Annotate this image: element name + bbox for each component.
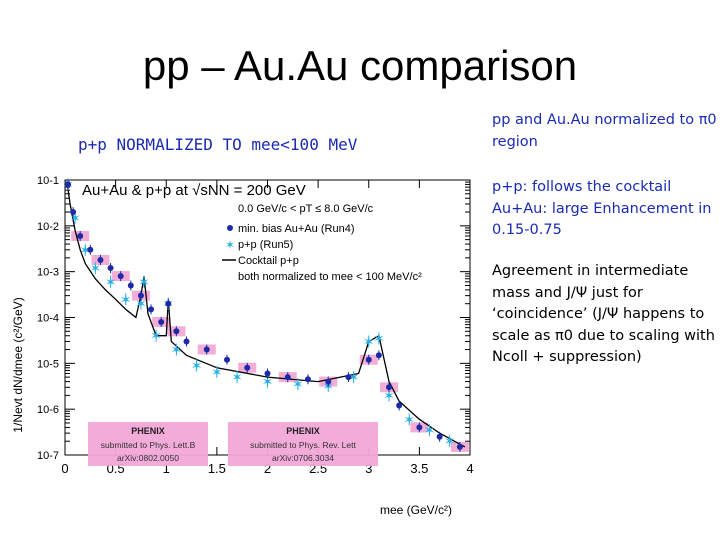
- x-axis-label: mee (GeV/c²): [380, 503, 452, 517]
- auau-data-point: [456, 443, 463, 450]
- y-tick-label: 10-5: [37, 358, 59, 370]
- auau-data-point: [70, 209, 77, 216]
- auau-data-point: [65, 181, 72, 188]
- pp-data-point: ✶: [138, 275, 150, 291]
- auau-data-point: [148, 306, 155, 313]
- auau-data-point: [165, 300, 172, 307]
- y-tick-label: 10-7: [37, 450, 59, 462]
- pp-data-point: ✶: [105, 275, 117, 291]
- legend-marker-auau: [227, 225, 233, 231]
- note-pp-cocktail: p+p: follows the cocktail Au+Au: large E…: [492, 179, 712, 238]
- legend-marker-pp: ✶: [225, 238, 235, 252]
- pp-data-point: ✶: [69, 211, 81, 227]
- x-tick-label: 0: [61, 461, 68, 476]
- x-tick-label: 1: [163, 461, 170, 476]
- y-tick-label: 10-2: [37, 221, 59, 233]
- auau-data-point: [183, 338, 190, 345]
- arxiv-id: arXiv:0802.0050: [117, 453, 179, 463]
- note-intermediate-mass: Agreement in intermediate mass and J/Ψ j…: [492, 263, 715, 365]
- x-tick-label: 1.5: [208, 461, 226, 476]
- pp-data-point: ✶: [171, 343, 183, 359]
- auau-data-point: [386, 384, 392, 391]
- legend-entry-label: p+p (Run5): [238, 239, 293, 251]
- auau-data-point: [244, 364, 251, 371]
- phenix-logo: PHENIX: [286, 426, 320, 436]
- legend-entry-label: min. bias Au+Au (Run4): [238, 223, 354, 235]
- chart-title: Au+Au & p+p at √sNN = 200 GeV: [82, 182, 306, 199]
- pp-data-point: ✶: [79, 243, 91, 259]
- pp-data-point: ✶: [150, 329, 162, 345]
- y-tick-label: 10-6: [37, 404, 59, 416]
- legend-normalization: both normalized to mee < 100 MeV/c²: [238, 271, 422, 283]
- legend-entry-label: Cocktail p+p: [238, 255, 299, 267]
- auau-data-point: [284, 374, 291, 381]
- pp-data-point: ✶: [211, 365, 223, 381]
- phenix-logo: PHENIX: [131, 426, 165, 436]
- pp-data-point: ✶: [231, 370, 243, 386]
- auau-data-point: [264, 370, 271, 377]
- note-normalization: pp and Au.Au normalized to π0 region: [492, 112, 717, 150]
- pp-data-point: ✶: [292, 377, 304, 393]
- pp-data-point: ✶: [135, 297, 147, 313]
- auau-data-point: [375, 352, 382, 359]
- pp-data-point: ✶: [363, 334, 375, 350]
- auau-data-point: [117, 273, 124, 280]
- auau-data-point: [97, 256, 104, 263]
- pp-data-point: ✶: [191, 358, 203, 374]
- publication-box: [88, 422, 208, 466]
- pp-data-point: ✶: [120, 292, 132, 308]
- y-axis-label: 1/Nevt dN/dmee (c²/GeV): [11, 297, 25, 432]
- auau-data-point: [436, 433, 443, 440]
- pp-data-point: ✶: [262, 375, 274, 391]
- x-tick-label: 3.5: [410, 461, 428, 476]
- auau-data-point: [365, 356, 372, 363]
- pp-data-point: ✶: [90, 261, 102, 277]
- slide-title: pp – Au.Au comparison: [142, 42, 578, 89]
- legend-pt-range: 0.0 GeV/c < pT ≤ 8.0 GeV/c: [238, 203, 374, 215]
- x-tick-label: 3: [365, 461, 372, 476]
- publication-status: submitted to Phys. Lett.B: [101, 440, 196, 450]
- y-tick-label: 10-1: [37, 175, 59, 187]
- cocktail-line: [66, 182, 466, 448]
- auau-data-point: [137, 292, 144, 299]
- pp-data-point: ✶: [403, 412, 415, 428]
- y-tick-label: 10-3: [37, 267, 59, 279]
- pp-data-point: ✶: [444, 434, 456, 450]
- x-tick-label: 4: [466, 461, 473, 476]
- auau-data-point: [305, 376, 311, 383]
- auau-data-point: [127, 282, 134, 289]
- auau-data-point: [158, 318, 165, 325]
- y-tick-label: 10-4: [37, 313, 59, 325]
- pp-data-point: ✶: [373, 331, 385, 347]
- x-tick-label: 2: [264, 461, 271, 476]
- pp-data-point: ✶: [424, 423, 436, 439]
- arxiv-id: arXiv:0706.3034: [272, 453, 334, 463]
- pp-data-point: ✶: [348, 370, 360, 386]
- pp-data-point: ✶: [383, 388, 395, 404]
- auau-data-point: [396, 402, 403, 409]
- auau-data-point: [203, 346, 210, 353]
- pp-data-point: ✶: [322, 379, 334, 395]
- publication-box: [228, 422, 378, 466]
- auau-data-point: [87, 246, 94, 253]
- auau-data-point: [107, 265, 114, 272]
- auau-data-point: [416, 424, 423, 431]
- auau-data-point: [345, 374, 352, 381]
- auau-data-point: [173, 328, 180, 335]
- slide-subtitle: p+p NORMALIZED TO mee<100 MeV: [78, 135, 358, 154]
- dielectron-mass-chart: 0 0.5 1 1.5 2 2.5 3 3.5 410-110-210-310-410-510-…: [11, 175, 474, 517]
- auau-data-point: [325, 378, 332, 385]
- auau-data-point: [77, 233, 84, 240]
- publication-status: submitted to Phys. Rev. Lett: [250, 440, 356, 450]
- auau-data-point: [224, 356, 230, 363]
